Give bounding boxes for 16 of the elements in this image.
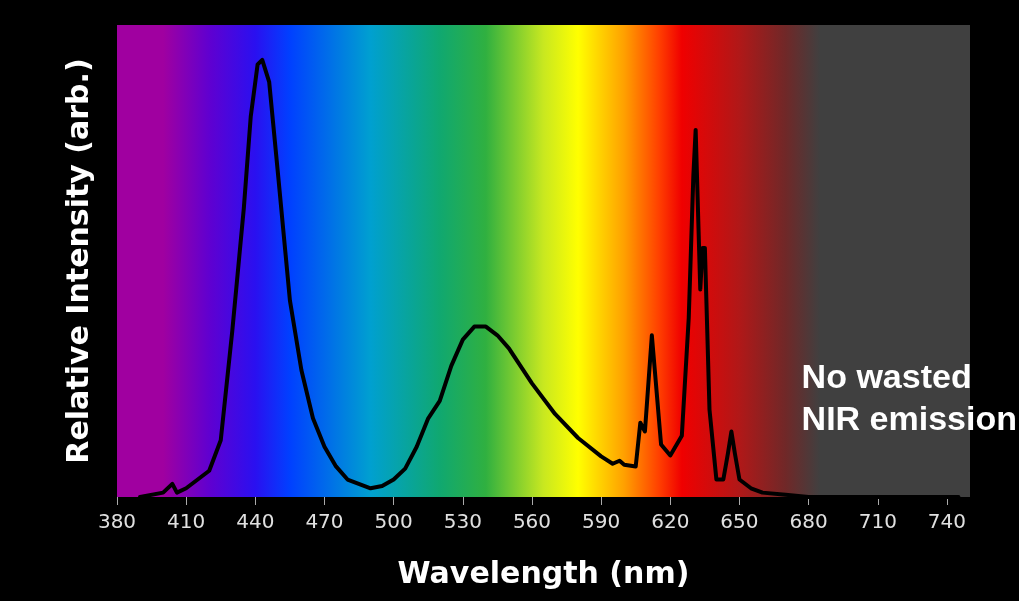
x-tick-label: 590	[582, 509, 621, 533]
x-tick-label: 740	[927, 509, 967, 533]
x-tick-label: 620	[651, 509, 690, 533]
x-axis-title: Wavelength (nm)	[397, 554, 690, 590]
x-tick-label: 530	[443, 509, 482, 533]
x-tick-label: 470	[305, 509, 344, 533]
x-tick-label: 710	[858, 509, 897, 533]
x-tick-label: 560	[512, 509, 552, 533]
y-axis-title: Relative Intensity (arb.)	[59, 58, 95, 464]
annotation: No wasted NIR emission	[801, 357, 1017, 437]
x-tick-label: 680	[789, 509, 828, 533]
x-tick-label: 650	[720, 509, 759, 533]
x-tick-label: 500	[374, 509, 413, 533]
x-tick-label: 380	[97, 509, 137, 533]
x-tick-label: 410	[167, 509, 206, 533]
x-tick-label: 440	[236, 509, 275, 533]
